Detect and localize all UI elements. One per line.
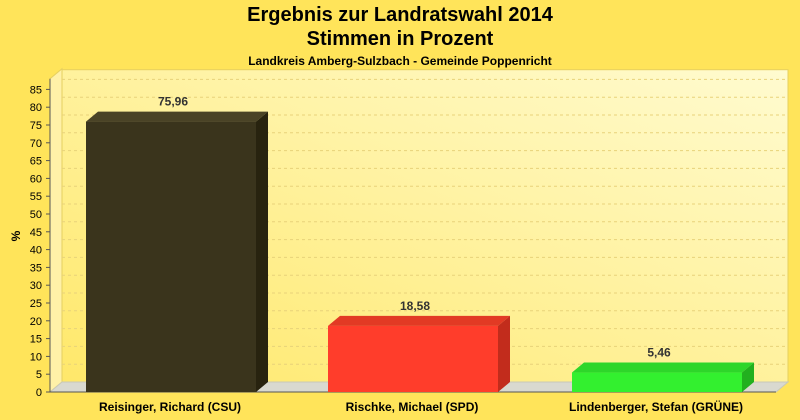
y-tick-label: 45	[30, 227, 42, 239]
y-axis-label: %	[9, 230, 23, 241]
y-tick-label: 80	[30, 102, 42, 114]
plot-side-wall	[49, 67, 63, 394]
y-tick-label: 65	[30, 156, 42, 168]
bar-top	[328, 315, 510, 326]
y-tick-label: 15	[30, 334, 42, 346]
bar	[328, 325, 498, 392]
y-tick-label: 40	[30, 245, 42, 257]
x-tick-label: Reisinger, Richard (CSU)	[99, 400, 241, 414]
y-tick-label: 55	[30, 191, 42, 203]
y-tick-label: 35	[30, 262, 42, 274]
y-tick-label: 70	[30, 138, 42, 150]
y-tick-label: 50	[30, 209, 42, 221]
data-label: 18,58	[400, 299, 430, 313]
y-tick-label: 0	[36, 387, 42, 399]
bar	[572, 372, 742, 392]
data-label: 5,46	[647, 346, 671, 360]
chart-subtitle: Landkreis Amberg-Sulzbach - Gemeinde Pop…	[248, 54, 552, 68]
x-tick-label: Rischke, Michael (SPD)	[346, 400, 479, 414]
bar	[86, 121, 256, 392]
y-tick-label: 5	[36, 369, 42, 381]
y-tick-label: 30	[30, 280, 42, 292]
y-tick-label: 20	[30, 316, 42, 328]
bar-group	[86, 111, 268, 392]
y-tick-label: 10	[30, 351, 42, 363]
bar-top	[572, 362, 754, 373]
bar-top	[86, 111, 268, 122]
bar-side	[498, 315, 510, 392]
y-tick-label: 60	[30, 173, 42, 185]
y-tick-label: 75	[30, 120, 42, 132]
bar-side	[256, 111, 268, 392]
data-label: 75,96	[158, 95, 188, 109]
chart-title-line2: Stimmen in Prozent	[306, 28, 494, 50]
bar-side	[742, 362, 754, 392]
bar-group	[328, 315, 510, 392]
bar-group	[572, 362, 754, 392]
chart-title: Ergebnis zur Landratswahl 2014	[247, 4, 553, 26]
y-tick-label: 25	[30, 298, 42, 310]
x-tick-label: Lindenberger, Stefan (GRÜNE)	[569, 399, 743, 414]
y-tick-label: 85	[30, 84, 42, 96]
